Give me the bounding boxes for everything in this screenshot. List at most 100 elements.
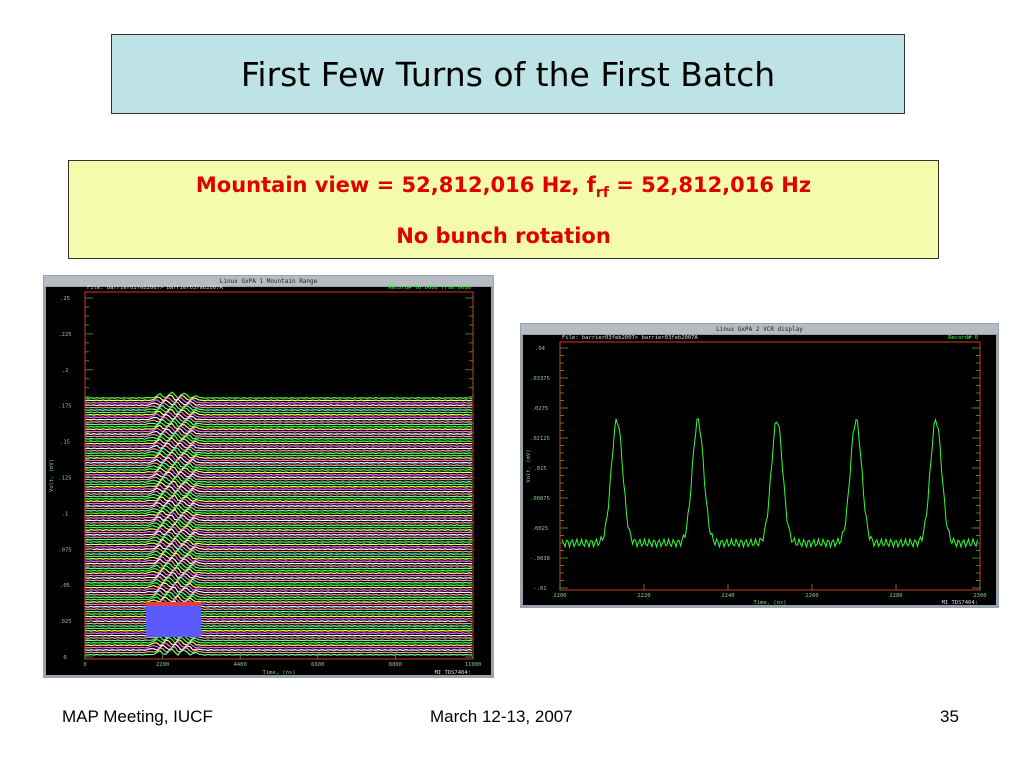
trace — [84, 468, 473, 476]
trace — [84, 410, 473, 419]
trace — [84, 516, 473, 525]
trace — [84, 542, 473, 551]
trace — [84, 401, 473, 409]
trace — [84, 578, 473, 587]
trace — [84, 412, 473, 421]
trace — [84, 456, 473, 464]
x-tick-label: 2260 — [805, 593, 818, 599]
y-tick-label: .15 — [60, 440, 70, 446]
trace — [84, 500, 473, 508]
trace — [84, 485, 473, 493]
file-label: File: barrier03feb2007> barrier03feb2007… — [562, 335, 698, 341]
trace — [84, 530, 473, 539]
record-label: Record# 0 — [948, 335, 978, 341]
trace — [84, 552, 473, 560]
trace — [84, 420, 473, 428]
window-title: Linux GxPA 1 Mountain Range — [220, 278, 318, 285]
trace — [84, 405, 473, 414]
trace — [84, 443, 473, 452]
trace — [84, 586, 473, 594]
title-box: First Few Turns of the First Batch — [111, 34, 905, 114]
trace — [84, 488, 473, 496]
x-tick-label: 8800 — [389, 662, 402, 668]
y-tick-label: .0275 — [532, 406, 549, 412]
trace — [84, 590, 473, 599]
trace — [84, 394, 473, 402]
trace — [84, 580, 473, 589]
footer-right: 35 — [940, 707, 959, 726]
x-tick-label: 6600 — [311, 662, 324, 668]
info-box: Mountain view = 52,812,016 Hz, frf = 52,… — [68, 160, 939, 259]
trace — [84, 466, 473, 474]
y-axis-label: Volt, (mV) — [526, 449, 532, 482]
y-tick-label: .125 — [58, 476, 71, 482]
y-tick-label: -.01 — [533, 586, 546, 592]
info-text: = 52,812,016 Hz — [608, 173, 812, 197]
info-line: Mountain view = 52,812,016 Hz, frf = 52,… — [69, 173, 938, 201]
trace — [84, 526, 473, 534]
slide-title: First Few Turns of the First Batch — [240, 54, 776, 94]
trace — [84, 454, 473, 462]
trace — [84, 458, 473, 467]
trace — [84, 427, 473, 436]
y-tick-label: 0 — [63, 655, 66, 661]
plot-border — [559, 341, 981, 591]
trace — [84, 475, 473, 484]
y-tick-label: .2 — [62, 368, 69, 374]
trace — [84, 576, 473, 585]
y-tick-label: .0025 — [532, 526, 549, 532]
trace — [84, 434, 473, 443]
trace — [84, 574, 473, 582]
trace — [84, 521, 473, 529]
trace — [84, 477, 473, 486]
trace — [84, 631, 473, 640]
trace — [84, 482, 473, 491]
trace — [84, 494, 473, 503]
plot-background — [523, 335, 996, 605]
trace — [84, 431, 473, 440]
trace — [84, 391, 473, 400]
y-tick-label: .03375 — [530, 376, 550, 382]
record-label: Record# to 0000 from 0000 — [388, 285, 471, 291]
scope-label: MI TDS7404: — [942, 600, 978, 606]
window-titlebar — [44, 276, 493, 286]
y-tick-label: .00875 — [530, 496, 550, 502]
plot-background — [46, 287, 491, 675]
trace — [84, 535, 473, 544]
x-tick-label: 2240 — [721, 593, 734, 599]
trace — [84, 461, 473, 469]
trace — [84, 415, 473, 424]
scope-window: Linux GxPA 2 VCR display File: barrier03f… — [520, 323, 999, 608]
trace — [84, 502, 473, 510]
x-tick-label: 4400 — [234, 662, 247, 668]
y-tick-label: -.0038 — [530, 556, 550, 562]
x-tick-label: 2200 — [156, 662, 169, 668]
trace — [84, 508, 473, 517]
y-tick-label: .015 — [533, 466, 546, 472]
trace — [84, 648, 473, 656]
trace — [84, 549, 473, 558]
trace — [84, 429, 473, 438]
trace — [84, 642, 473, 652]
trace — [84, 491, 473, 500]
trace — [84, 511, 473, 520]
y-axis-label: Volt, (mV) — [49, 459, 55, 492]
trace — [84, 533, 473, 541]
trace — [84, 439, 473, 448]
trace — [84, 588, 473, 596]
trace — [84, 462, 473, 472]
x-tick-label: 2280 — [889, 593, 902, 599]
trace — [84, 503, 473, 512]
trace — [84, 446, 473, 455]
trace — [84, 442, 473, 450]
trace — [84, 398, 473, 407]
footer-left: MAP Meeting, IUCF — [62, 707, 213, 726]
trace — [84, 640, 473, 649]
x-tick-label: 2200 — [553, 593, 566, 599]
trace — [84, 402, 473, 412]
trace — [84, 396, 473, 404]
trace — [561, 417, 978, 549]
trace — [84, 560, 473, 568]
